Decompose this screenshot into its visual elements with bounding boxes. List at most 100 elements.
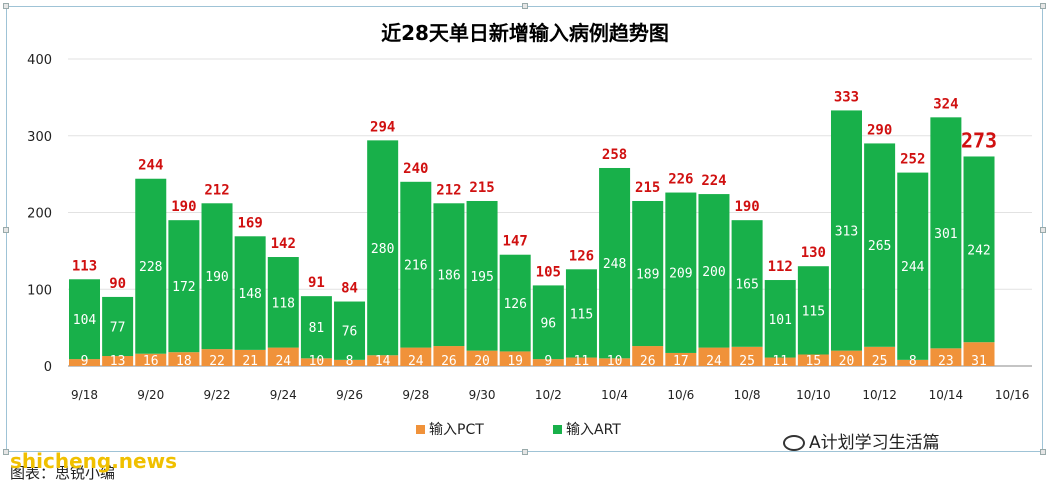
bar-segment-art [367, 140, 399, 356]
data-label-pct: 20 [839, 354, 855, 369]
resize-handle-top[interactable] [522, 3, 528, 9]
bar-segment-pct [797, 354, 829, 366]
bar-segment-art [565, 269, 597, 358]
bar-segment-art [897, 172, 929, 360]
data-label-art: 195 [470, 270, 493, 285]
bars: 9104113137790162282441817219022190212211… [69, 89, 997, 369]
bar-segment-art [334, 301, 366, 360]
data-label-pct: 24 [275, 354, 291, 369]
resize-handle-right[interactable] [1040, 227, 1046, 233]
resize-handle-top-left[interactable] [3, 3, 9, 9]
data-label-art: 115 [802, 304, 825, 319]
bar-segment-pct [69, 359, 100, 366]
data-label-pct: 10 [607, 354, 623, 369]
data-label-art: 115 [570, 307, 593, 322]
data-label-total: 90 [109, 276, 126, 292]
data-label-pct: 14 [375, 354, 391, 369]
data-label-pct: 24 [706, 354, 722, 369]
data-label-art: 77 [110, 320, 126, 335]
bar-segment-pct [830, 350, 862, 366]
chart-title: 近28天单日新增输入病例趋势图 [381, 21, 669, 45]
data-label-art: 189 [636, 268, 659, 283]
data-label-total: 226 [668, 172, 693, 188]
resize-handle-bottom[interactable] [522, 449, 528, 455]
data-label-art: 96 [540, 316, 556, 331]
data-label-art: 216 [404, 259, 427, 274]
x-tick-label: 10/2 [535, 388, 562, 402]
legend-swatch-art [553, 425, 562, 434]
data-label-total: 324 [933, 96, 958, 112]
bar-segment-art [830, 110, 862, 351]
data-label-art: 165 [735, 277, 758, 292]
bar-segment-art [102, 296, 134, 357]
data-label-pct: 26 [441, 354, 457, 369]
data-label-total: 215 [469, 180, 494, 196]
bar-segment-pct [731, 346, 763, 366]
data-label-art: 200 [702, 265, 725, 280]
bar-segment-pct [764, 357, 796, 366]
data-label-pct: 8 [346, 354, 354, 369]
x-tick-label: 10/4 [601, 388, 628, 402]
source-watermark: shicheng.news [10, 449, 177, 473]
bar-segment-pct [565, 357, 597, 366]
data-label-pct: 15 [806, 354, 822, 369]
bar-segment-pct [930, 348, 962, 366]
data-label-total: 258 [602, 147, 627, 163]
data-label-art: 242 [967, 243, 990, 258]
x-tick-label: 9/28 [402, 388, 429, 402]
x-tick-label: 10/16 [995, 388, 1030, 402]
bar-segment-pct [698, 347, 730, 366]
bar-segment-art [234, 236, 266, 350]
data-label-art: 172 [172, 280, 195, 295]
x-tick-label: 10/14 [929, 388, 964, 402]
bar-segment-art [532, 285, 564, 360]
x-tick-label: 10/6 [667, 388, 694, 402]
data-label-pct: 18 [176, 354, 192, 369]
x-tick-label: 9/18 [71, 388, 98, 402]
data-label-art: 244 [901, 260, 925, 275]
bar-segment-pct [466, 350, 498, 366]
data-label-pct: 25 [872, 354, 888, 369]
x-axis: 9/18 9/20 9/22 9/24 9/26 9/28 9/30 10/2 10/4 10/6… [71, 388, 1029, 402]
data-label-total: 126 [569, 248, 594, 264]
bar-segment-pct [665, 352, 697, 366]
data-label-total: 244 [138, 158, 163, 174]
data-label-art: 76 [342, 325, 358, 340]
data-label-total: 190 [171, 199, 196, 215]
x-tick-label: 9/20 [137, 388, 164, 402]
data-label-total: 224 [701, 173, 726, 189]
data-label-total: 333 [834, 89, 859, 105]
resize-handle-left[interactable] [3, 227, 9, 233]
bar-segment-pct [135, 353, 167, 366]
bar-segment-pct [599, 358, 631, 366]
data-label-pct: 8 [909, 354, 917, 369]
data-label-total: 212 [436, 182, 461, 198]
data-label-art: 209 [669, 267, 692, 282]
x-tick-label: 10/8 [734, 388, 761, 402]
bar-segment-pct [963, 342, 995, 366]
bar-segment-pct [334, 359, 366, 366]
resize-handle-bottom-right[interactable] [1040, 449, 1046, 455]
legend: 输入PCT 输入ART [416, 422, 621, 438]
x-tick-label: 9/26 [336, 388, 363, 402]
bar-segment-art [930, 117, 962, 349]
y-tick-label: 200 [27, 207, 52, 222]
resize-handle-bottom-left[interactable] [3, 449, 9, 455]
data-label-pct: 23 [938, 354, 954, 369]
resize-handle-top-right[interactable] [1040, 3, 1046, 9]
data-label-pct: 9 [81, 354, 89, 369]
legend-swatch-pct [416, 425, 425, 434]
bar-segment-art [466, 200, 498, 351]
bar-segment-pct [532, 359, 564, 366]
data-label-total: 130 [801, 245, 826, 261]
data-label-pct: 31 [971, 354, 987, 369]
data-label-pct: 21 [242, 354, 258, 369]
legend-label-pct: 输入PCT [429, 422, 484, 438]
bar-segment-art [135, 178, 167, 354]
bar-segment-pct [300, 358, 332, 366]
x-tick-label: 10/10 [796, 388, 831, 402]
chart-frame [3, 3, 1046, 455]
bar-segment-art [963, 156, 995, 343]
data-label-art: 148 [238, 287, 261, 302]
